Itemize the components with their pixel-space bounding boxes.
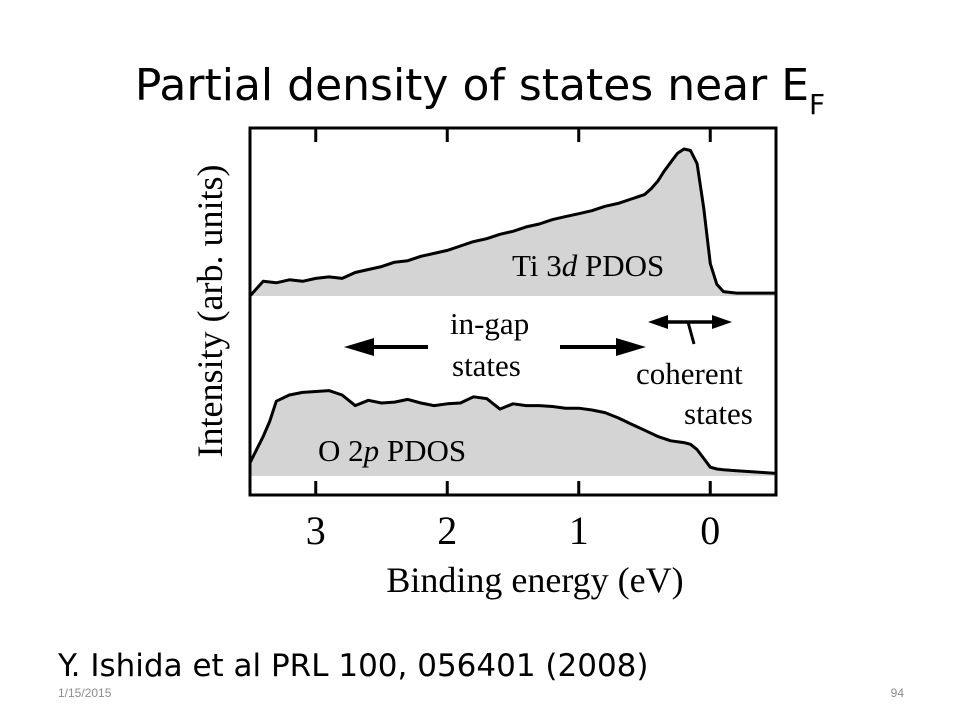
x-axis-tick-labels: 3 2 1 0 — [306, 508, 721, 553]
in-gap-label-line1: in-gap — [450, 306, 529, 341]
page-number: 94 — [890, 686, 904, 700]
x-axis-ticks — [314, 128, 712, 495]
x-tick-label-1: 1 — [569, 508, 589, 553]
citation: Y. Ishida et al PRL 100, 056401 (2008) — [58, 648, 649, 684]
right-arrow — [560, 338, 646, 356]
ti-3d-series — [248, 147, 776, 298]
plot-frame — [248, 126, 778, 497]
coherent-label-line1: coherent — [636, 356, 743, 391]
coherent-label-line2: states — [684, 396, 753, 431]
ti-3d-area — [250, 149, 776, 296]
o-2p-series — [248, 389, 777, 476]
x-tick-label-3: 3 — [306, 508, 326, 553]
x-tick-label-0: 0 — [700, 508, 720, 553]
slide-title-main: Partial density of states near E — [134, 60, 810, 111]
x-axis-label: Binding energy (eV) — [386, 560, 683, 600]
o-2p-line — [248, 389, 777, 475]
slide-title: Partial density of states near EF — [0, 58, 960, 133]
date-footer: 1/15/2015 — [58, 686, 112, 700]
o-2p-label: O 2p PDOS — [318, 433, 466, 468]
ti-3d-label: Ti 3d PDOS — [512, 248, 664, 283]
x-tick-label-2: 2 — [437, 508, 457, 553]
slide-title-subscript: F — [809, 88, 826, 121]
left-arrow — [344, 338, 428, 356]
ti-3d-line — [248, 147, 776, 298]
o-2p-area — [250, 390, 776, 476]
in-gap-label-line2: states — [452, 348, 521, 383]
coherent-double-arrow — [648, 315, 732, 345]
y-axis-label: Intensity (arb. units) — [190, 165, 230, 458]
